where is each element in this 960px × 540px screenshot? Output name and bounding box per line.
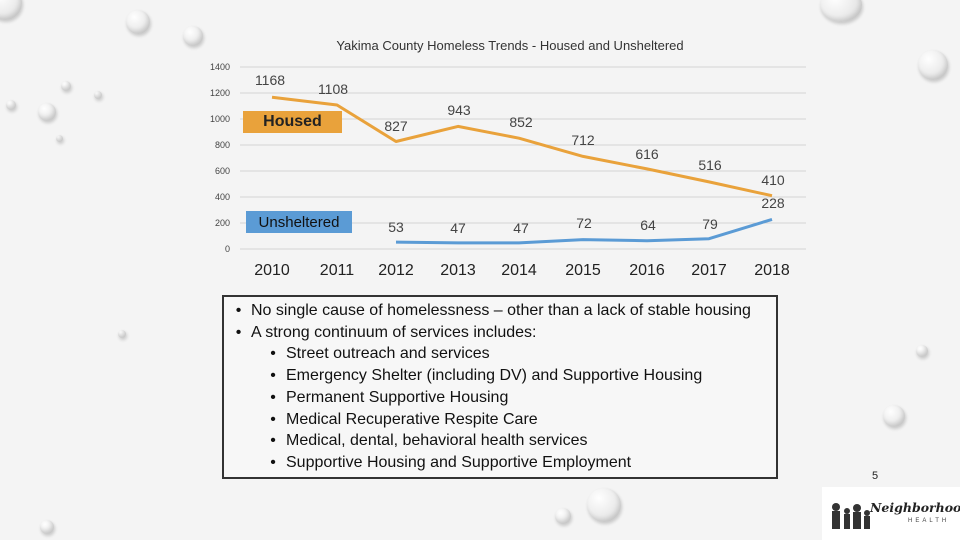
bullet-text: Emergency Shelter (including DV) and Sup… bbox=[286, 367, 703, 385]
data-label-housed: 827 bbox=[384, 118, 408, 134]
data-label-housed: 852 bbox=[509, 114, 533, 130]
water-drop-decoration bbox=[40, 520, 54, 534]
x-tick-label: 2017 bbox=[691, 262, 727, 279]
water-drop-decoration bbox=[918, 50, 948, 80]
water-drop-decoration bbox=[883, 405, 905, 427]
water-drop-decoration bbox=[56, 135, 63, 142]
legend-unsheltered: Unsheltered bbox=[246, 211, 352, 233]
water-drop-decoration bbox=[820, 0, 862, 22]
legend-housed: Housed bbox=[243, 111, 342, 133]
bullet-glyph: • bbox=[270, 432, 276, 450]
y-tick-label: 1400 bbox=[210, 62, 230, 72]
bullet-glyph: • bbox=[235, 302, 242, 319]
bullet-item: • Emergency Shelter (including DV) and Su… bbox=[226, 365, 786, 387]
data-label-unsheltered: 228 bbox=[761, 195, 785, 211]
bullet-glyph: • bbox=[270, 367, 276, 385]
line-chart: Yakima County Homeless Trends - Housed a… bbox=[210, 38, 806, 279]
water-drop-decoration bbox=[6, 100, 16, 110]
series-line-housed bbox=[271, 95, 773, 198]
bullet-text: Street outreach and services bbox=[286, 345, 490, 363]
bullet-item: • Supportive Housing and Supportive Emplo… bbox=[226, 452, 786, 474]
bullet-item: • Medical, dental, behavioral health serv… bbox=[226, 430, 786, 452]
y-tick-label: 600 bbox=[215, 166, 230, 176]
x-tick-label: 2018 bbox=[754, 262, 790, 279]
series-line-unsheltered bbox=[395, 217, 773, 245]
services-bullet-list: • No single cause of homelessness – other… bbox=[226, 300, 786, 474]
data-label-housed: 616 bbox=[635, 146, 659, 162]
bullet-item: • Street outreach and services bbox=[226, 343, 786, 365]
data-label-unsheltered: 72 bbox=[576, 215, 592, 231]
x-tick-label: 2012 bbox=[378, 262, 414, 279]
logo-subtitle: HEALTH bbox=[908, 518, 950, 524]
data-label-unsheltered: 79 bbox=[702, 216, 718, 232]
bullet-item: • No single cause of homelessness – other… bbox=[226, 300, 786, 322]
y-tick-label: 400 bbox=[215, 192, 230, 202]
series-lines bbox=[271, 95, 773, 245]
logo-wordmark: Neighborhood bbox=[870, 500, 960, 515]
water-drop-decoration bbox=[38, 103, 56, 121]
data-label-unsheltered: 47 bbox=[450, 220, 466, 236]
bullet-text: Medical Recuperative Respite Care bbox=[286, 410, 538, 428]
data-label-housed: 943 bbox=[447, 102, 471, 118]
bullet-text: No single cause of homelessness – other … bbox=[251, 302, 751, 319]
x-axis-ticks: 2010 2011 2012 2013 2014 2015 2016 2017 2018 bbox=[254, 262, 790, 279]
data-label-unsheltered: 64 bbox=[640, 217, 656, 233]
bullet-text: A strong continuum of services includes: bbox=[251, 323, 537, 341]
bullet-item: • A strong continuum of services includes… bbox=[226, 322, 786, 344]
bullet-text: Permanent Supportive Housing bbox=[286, 388, 509, 406]
data-label-housed: 410 bbox=[761, 172, 785, 188]
family-silhouette-icon bbox=[828, 501, 872, 531]
x-tick-label: 2016 bbox=[629, 262, 665, 279]
y-tick-label: 200 bbox=[215, 218, 230, 228]
bullet-glyph: • bbox=[270, 453, 276, 471]
neighborhood-health-logo: Neighborhood HEALTH bbox=[822, 487, 960, 540]
x-tick-label: 2011 bbox=[320, 262, 355, 279]
water-drop-decoration bbox=[587, 488, 621, 522]
data-label-unsheltered: 53 bbox=[388, 219, 404, 235]
water-drop-decoration bbox=[61, 81, 71, 91]
bullet-glyph: • bbox=[270, 388, 276, 406]
services-text-box bbox=[222, 295, 778, 479]
water-drop-decoration bbox=[916, 345, 928, 357]
x-tick-label: 2010 bbox=[254, 262, 290, 279]
bullet-glyph: • bbox=[270, 410, 276, 428]
water-drop-decoration bbox=[183, 26, 203, 46]
water-drop-decoration bbox=[126, 10, 150, 34]
chart-title: Yakima County Homeless Trends - Housed a… bbox=[336, 38, 683, 53]
x-tick-label: 2013 bbox=[440, 262, 476, 279]
y-tick-label: 1200 bbox=[210, 88, 230, 98]
bullet-text: Medical, dental, behavioral health servi… bbox=[286, 432, 588, 450]
water-drop-decoration bbox=[118, 330, 126, 338]
water-drop-decoration bbox=[94, 91, 102, 99]
y-tick-label: 800 bbox=[215, 140, 230, 150]
data-labels: 1168 1108 827 943 852 712 616 516 410 53 47 47 72 64 7… bbox=[255, 72, 785, 236]
slide-number: 5 bbox=[872, 470, 879, 482]
x-tick-label: 2014 bbox=[501, 262, 537, 279]
data-label-housed: 516 bbox=[698, 157, 722, 173]
water-drop-decoration bbox=[0, 0, 22, 20]
y-tick-label: 0 bbox=[225, 244, 230, 254]
data-label-unsheltered: 47 bbox=[513, 220, 529, 236]
data-label-housed: 1108 bbox=[318, 81, 348, 97]
gridlines bbox=[240, 66, 806, 250]
bullet-text: Supportive Housing and Supportive Employ… bbox=[286, 453, 632, 471]
water-drop-decoration bbox=[555, 508, 571, 524]
bullet-item: • Medical Recuperative Respite Care bbox=[226, 409, 786, 431]
y-axis-ticks: 0 200 400 600 800 1000 1200 1400 bbox=[210, 62, 230, 254]
data-label-housed: 712 bbox=[571, 132, 595, 148]
data-label-housed: 1168 bbox=[255, 72, 285, 88]
bullet-glyph: • bbox=[235, 323, 242, 341]
bullet-glyph: • bbox=[270, 345, 276, 363]
bullet-item: • Permanent Supportive Housing bbox=[226, 387, 786, 409]
y-tick-label: 1000 bbox=[210, 114, 230, 124]
x-tick-label: 2015 bbox=[565, 262, 601, 279]
